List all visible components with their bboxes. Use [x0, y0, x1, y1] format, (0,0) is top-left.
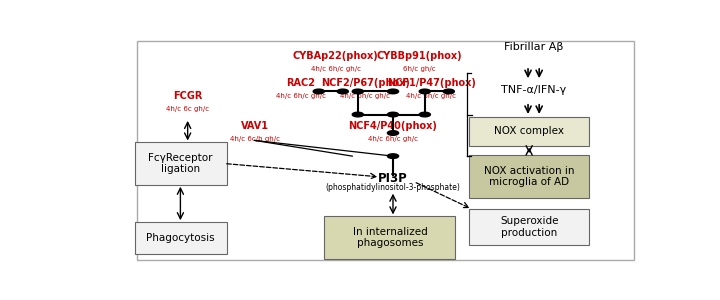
FancyBboxPatch shape	[138, 40, 634, 260]
Circle shape	[387, 154, 399, 158]
FancyBboxPatch shape	[135, 142, 227, 185]
Text: NCF4/P40(phox): NCF4/P40(phox)	[348, 122, 438, 131]
Text: 4h/c 6h/c gh/c: 4h/c 6h/c gh/c	[276, 93, 326, 99]
Text: 4h/c 6h/c gh/c: 4h/c 6h/c gh/c	[340, 93, 390, 99]
FancyBboxPatch shape	[469, 155, 590, 198]
Text: VAV1: VAV1	[240, 122, 269, 131]
FancyBboxPatch shape	[469, 117, 590, 146]
Circle shape	[419, 112, 431, 117]
Text: TNF-α/IFN-γ: TNF-α/IFN-γ	[501, 85, 566, 94]
Text: NOX activation in
microglia of AD: NOX activation in microglia of AD	[484, 166, 575, 187]
Circle shape	[352, 112, 364, 117]
Circle shape	[337, 89, 348, 94]
FancyBboxPatch shape	[324, 216, 456, 259]
Circle shape	[387, 112, 399, 117]
Text: 4h/c 6c/h gh/c: 4h/c 6c/h gh/c	[230, 136, 279, 142]
Text: FcγReceptor
ligation: FcγReceptor ligation	[148, 153, 213, 174]
Text: Phagocytosis: Phagocytosis	[146, 233, 215, 243]
Text: CYBBp91(phox): CYBBp91(phox)	[377, 51, 462, 61]
Text: 4h/c 6h/c gh/c: 4h/c 6h/c gh/c	[407, 93, 456, 99]
Text: NOX complex: NOX complex	[495, 126, 564, 136]
Text: NCF2/P67(phox): NCF2/P67(phox)	[320, 77, 410, 88]
Text: (phosphatidylinositol-3-phosphate): (phosphatidylinositol-3-phosphate)	[325, 183, 460, 192]
Text: FCGR: FCGR	[173, 92, 202, 101]
Text: 4h/c 6h/c gh/c: 4h/c 6h/c gh/c	[368, 136, 418, 142]
Text: PI3P: PI3P	[378, 172, 408, 184]
Text: RAC2: RAC2	[287, 77, 315, 88]
Text: 4h/c 6h/c gh/c: 4h/c 6h/c gh/c	[310, 66, 361, 72]
FancyBboxPatch shape	[469, 209, 590, 245]
Circle shape	[444, 89, 454, 94]
Circle shape	[419, 89, 431, 94]
Circle shape	[387, 131, 399, 135]
FancyBboxPatch shape	[135, 222, 227, 254]
Circle shape	[313, 89, 324, 94]
Text: 6h/c gh/c: 6h/c gh/c	[403, 66, 436, 72]
Text: NCF1/P47(phox): NCF1/P47(phox)	[387, 77, 476, 88]
Circle shape	[352, 89, 364, 94]
Text: 4h/c 6c gh/c: 4h/c 6c gh/c	[166, 106, 210, 112]
Text: Superoxide
production: Superoxide production	[500, 216, 559, 238]
Text: In internalized
phagosomes: In internalized phagosomes	[353, 227, 427, 248]
Text: CYBAp22(phox): CYBAp22(phox)	[292, 51, 379, 61]
Text: Fibrillar Aβ: Fibrillar Aβ	[504, 42, 563, 52]
Circle shape	[387, 89, 399, 94]
